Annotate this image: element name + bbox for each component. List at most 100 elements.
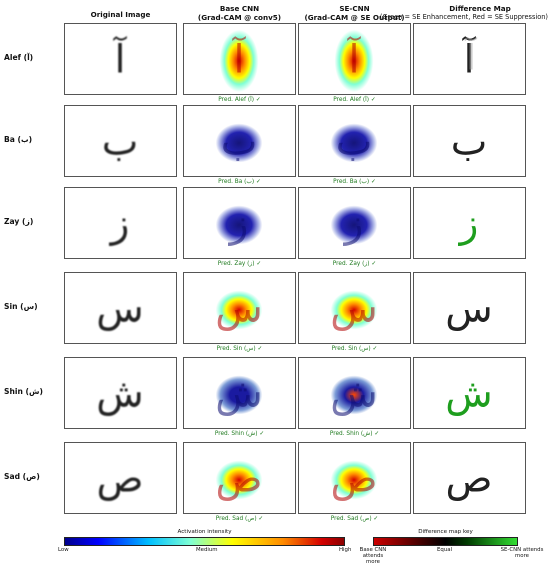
svg-text:س: س <box>330 287 377 332</box>
svg-text:ب: ب <box>336 120 373 165</box>
original-glyph: ص <box>97 457 144 502</box>
original-panel: ص <box>64 442 177 514</box>
svg-text:ص: ص <box>97 457 144 502</box>
difference-map: ش <box>445 372 492 417</box>
svg-text:ز: ز <box>228 202 249 247</box>
base-prediction: Pred. Zay (ز) ✓ <box>217 261 262 267</box>
difference-map: ب <box>451 120 488 165</box>
base-cnn-panel: آ <box>183 23 296 95</box>
header-se-subtitle: (Grad-CAM @ SE Output) <box>304 13 405 22</box>
base-cnn-panel: ز <box>183 187 296 259</box>
original-glyph: س <box>96 287 143 332</box>
svg-text:آ: آ <box>113 36 128 83</box>
svg-text:ز: ز <box>343 202 364 247</box>
base-prediction: Pred. Sad (ص) ✓ <box>215 516 264 522</box>
svg-text:ص: ص <box>446 457 493 502</box>
header-original: Original Image <box>90 10 151 19</box>
se-heatmap-2: ز <box>330 202 378 247</box>
difference-panel: س <box>413 272 526 344</box>
header-se-cnn: SE-CNN (Grad-CAM @ SE Output) <box>298 4 411 22</box>
base-cnn-panel: ب <box>183 105 296 177</box>
svg-text:ب: ب <box>451 120 488 165</box>
svg-text:ص: ص <box>216 457 263 502</box>
svg-text:آ: آ <box>462 36 477 83</box>
original-glyph: ز <box>109 202 130 247</box>
se-prediction: Pred. Ba (ب) ✓ <box>333 179 376 185</box>
svg-text:آ: آ <box>464 36 478 79</box>
base-prediction: Pred. Sin (س) ✓ <box>216 346 263 352</box>
difference-map: ز <box>458 202 479 247</box>
svg-text:ب: ب <box>221 120 258 165</box>
original-panel: ش <box>64 357 177 429</box>
row-label: Ba (ب) <box>4 135 33 144</box>
diff-right-label: SE-CNN attends more <box>500 547 544 559</box>
se-heatmap-4: ش <box>330 372 377 417</box>
svg-text:آ: آ <box>232 36 247 83</box>
svg-text:س: س <box>445 287 492 332</box>
header-base-title: Base CNN <box>219 4 260 13</box>
original-panel: س <box>64 272 177 344</box>
original-panel: ز <box>64 187 177 259</box>
activation-low-label: Low <box>58 547 69 553</box>
activation-colorbar <box>64 537 345 546</box>
original-panel: آ <box>64 23 177 95</box>
diff-left-label: Base CNN attends more <box>359 547 387 565</box>
difference-panel: ز <box>413 187 526 259</box>
se-cnn-panel: ش <box>298 357 411 429</box>
se-cnn-panel: ص <box>298 442 411 514</box>
difference-panel: ش <box>413 357 526 429</box>
se-heatmap-3: س <box>330 287 377 332</box>
svg-text:ش: ش <box>215 372 262 417</box>
base-heatmap-4: ش <box>215 372 262 417</box>
svg-text:ش: ش <box>445 372 492 417</box>
se-cnn-panel: ز <box>298 187 411 259</box>
row-label: Alef (آ) <box>4 53 34 62</box>
row-label: Shin (ش) <box>4 387 43 396</box>
base-heatmap-5: ص <box>216 457 263 502</box>
activation-high-label: High <box>339 547 352 553</box>
base-cnn-panel: ش <box>183 357 296 429</box>
se-prediction: Pred. Sin (س) ✓ <box>331 346 378 352</box>
se-cnn-panel: آ <box>298 23 411 95</box>
svg-text:ز: ز <box>109 202 130 247</box>
svg-text:س: س <box>215 287 262 332</box>
se-prediction: Pred. Alef (آ) ✓ <box>333 97 376 103</box>
svg-text:ب: ب <box>102 120 139 165</box>
base-heatmap-2: ز <box>215 202 263 247</box>
se-prediction: Pred. Sad (ص) ✓ <box>330 516 379 522</box>
header-base-subtitle: (Grad-CAM @ conv5) <box>197 13 282 22</box>
svg-text:ز: ز <box>458 202 479 247</box>
base-prediction: Pred. Ba (ب) ✓ <box>218 179 261 185</box>
base-heatmap-0: آ <box>219 29 259 93</box>
row-label: Zay (ز) <box>4 217 34 226</box>
original-glyph: ب <box>102 120 139 165</box>
se-cnn-panel: س <box>298 272 411 344</box>
row-label: Sad (ص) <box>4 472 40 481</box>
diff-legend-title: Difference map key <box>418 529 473 535</box>
original-glyph: ش <box>96 372 143 417</box>
base-cnn-panel: س <box>183 272 296 344</box>
row-label: Sin (س) <box>4 302 38 311</box>
header-se-title: SE-CNN <box>339 4 370 13</box>
base-heatmap-1: ب <box>215 120 263 165</box>
se-prediction: Pred. Shin (ش) ✓ <box>329 431 380 437</box>
header-difference: Difference Map (Green = SE Enhancement, … <box>380 4 548 21</box>
se-prediction: Pred. Zay (ز) ✓ <box>332 261 377 267</box>
header-diff-title: Difference Map <box>449 4 511 13</box>
difference-colorbar <box>373 537 518 546</box>
activation-mid-label: Medium <box>196 547 218 553</box>
se-heatmap-1: ب <box>330 120 378 165</box>
svg-text:ش: ش <box>330 372 377 417</box>
original-panel: ب <box>64 105 177 177</box>
difference-panel: ب <box>413 105 526 177</box>
difference-panel: ص <box>413 442 526 514</box>
base-prediction: Pred. Shin (ش) ✓ <box>214 431 265 437</box>
header-diff-note: (Green = SE Enhancement, Red = SE Suppre… <box>379 13 548 21</box>
svg-text:س: س <box>96 287 143 332</box>
svg-text:ش: ش <box>96 372 143 417</box>
base-prediction: Pred. Alef (آ) ✓ <box>218 97 261 103</box>
base-heatmap-3: س <box>215 287 262 332</box>
difference-map: ص <box>446 457 493 502</box>
difference-map: آآ <box>462 36 478 83</box>
